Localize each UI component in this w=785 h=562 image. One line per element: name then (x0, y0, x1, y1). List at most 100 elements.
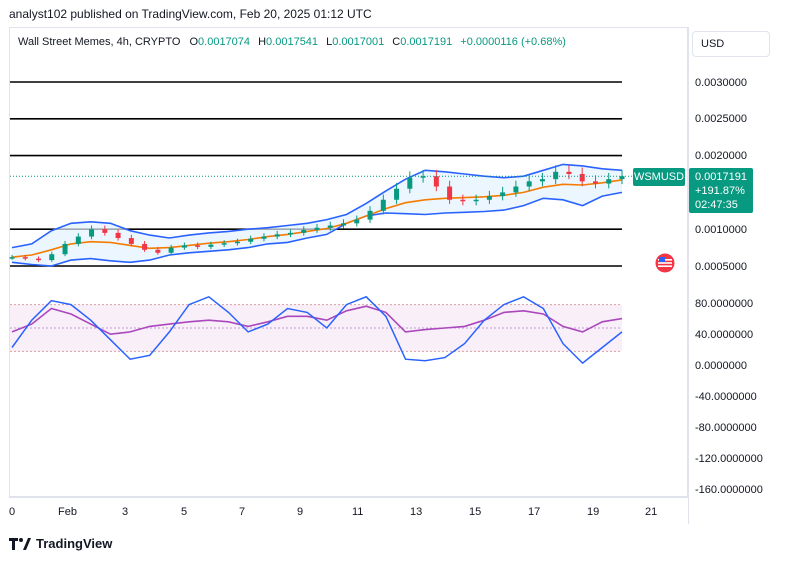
candle-body (394, 188, 400, 200)
change-value: +0.0000116 (+0.68%) (460, 36, 566, 48)
time-tick: 21 (645, 506, 658, 518)
time-tick: 3 (122, 506, 129, 518)
candle-body (433, 176, 439, 187)
candle-body (234, 241, 240, 244)
candle-body (195, 245, 201, 247)
candle-body (327, 225, 333, 228)
currency-button[interactable]: USD (692, 31, 770, 57)
osc-tick: -40.0000000 (695, 391, 757, 403)
low-value: 0.0017001 (332, 36, 385, 48)
time-tick: 17 (528, 506, 541, 518)
candle-body (539, 179, 545, 182)
candle-body (62, 243, 68, 255)
tradingview-logo[interactable]: TradingView (9, 536, 112, 551)
candle-body (486, 196, 492, 200)
time-tick: 15 (469, 506, 482, 518)
open-key: O (189, 36, 199, 48)
candle-body (89, 229, 95, 237)
osc-tick: -120.0000000 (695, 453, 763, 465)
candle-body (566, 171, 572, 174)
candle-body (274, 234, 280, 237)
time-tick: 7 (239, 506, 246, 518)
candle-body (208, 244, 214, 247)
symbol-title: Wall Street Memes, 4h, CRYPTO (18, 36, 181, 48)
candle-body (447, 186, 453, 200)
time-tick: 11 (352, 506, 364, 518)
candle-body (380, 199, 386, 211)
candle-body (301, 229, 307, 233)
candle-body (592, 181, 598, 184)
candle-body (75, 236, 81, 244)
time-tick: 13 (410, 506, 423, 518)
candle-body (407, 177, 413, 189)
brand-name: TradingView (36, 536, 113, 551)
candle-body (367, 210, 373, 220)
change-percent: +191.87% (695, 185, 745, 197)
candle-body (49, 254, 55, 261)
candle-body (460, 199, 466, 202)
candle-body (181, 245, 187, 248)
candle-body (513, 186, 519, 193)
candle-body (579, 174, 585, 182)
candle-body (168, 247, 174, 253)
close-key: C (392, 36, 401, 48)
osc-tick: 80.0000000 (695, 298, 754, 310)
bollinger-band-fill (12, 164, 622, 266)
last-price: 0.0017191 (695, 171, 747, 183)
candle-body (128, 238, 134, 244)
open-value: 0.0017074 (198, 36, 251, 48)
osc-tick: 0.0000000 (695, 360, 747, 372)
time-axis-divider (9, 497, 688, 498)
candle-body (354, 219, 360, 224)
candle-body (102, 229, 108, 233)
candle-body (619, 176, 625, 180)
candle-body (473, 199, 479, 202)
candle-body (9, 257, 15, 259)
candle-body (606, 179, 612, 184)
symbol-legend[interactable]: Wall Street Memes, 4h, CRYPTO O0.0017074… (18, 36, 571, 48)
time-tick: 0 (9, 506, 16, 518)
osc-tick: 40.0000000 (695, 329, 754, 341)
candle-body (142, 243, 148, 250)
candle-body (526, 181, 532, 187)
high-value: 0.0017541 (266, 36, 319, 48)
bar-countdown: 02:47:35 (695, 199, 738, 211)
us-flag-icon[interactable] (655, 253, 675, 273)
last-price-box: 0.0017191 +191.87% 02:47:35 (689, 168, 753, 213)
price-tick: 0.0005000 (695, 261, 747, 273)
close-value: 0.0017191 (400, 36, 453, 48)
candle-body (22, 257, 28, 259)
price-tick: 0.0025000 (695, 113, 747, 125)
candle-body (500, 192, 506, 197)
chart-frame[interactable] (9, 27, 688, 497)
stochastic-line (11, 295, 623, 365)
candle-body (314, 227, 320, 230)
price-tick: 0.0020000 (695, 150, 747, 162)
candle-body (420, 176, 426, 178)
symbol-tag: WSMUSD (633, 168, 685, 186)
tradingview-logo-icon (9, 537, 31, 550)
low-key: L (326, 36, 333, 48)
price-tick: 0.0010000 (695, 224, 747, 236)
candle-body (155, 249, 161, 253)
candle-body (115, 232, 121, 239)
candle-body (36, 258, 42, 261)
candle-body (287, 232, 293, 235)
time-tick: 5 (181, 506, 188, 518)
time-tick: 19 (587, 506, 600, 518)
publish-line: analyst102 published on TradingView.com,… (9, 7, 372, 21)
high-key: H (258, 36, 267, 48)
candle-body (248, 238, 254, 242)
candle-body (221, 243, 227, 245)
bollinger-lower-line (11, 191, 623, 267)
candle-body (341, 223, 347, 226)
candle-body (553, 171, 559, 180)
osc-tick: -160.0000000 (695, 484, 763, 496)
candle-body (261, 236, 267, 239)
price-tick: 0.0030000 (695, 77, 747, 89)
osc-tick: -80.0000000 (695, 422, 757, 434)
price-axis-divider (688, 27, 689, 524)
rsi-line (11, 305, 623, 336)
time-tick: 9 (297, 506, 304, 518)
